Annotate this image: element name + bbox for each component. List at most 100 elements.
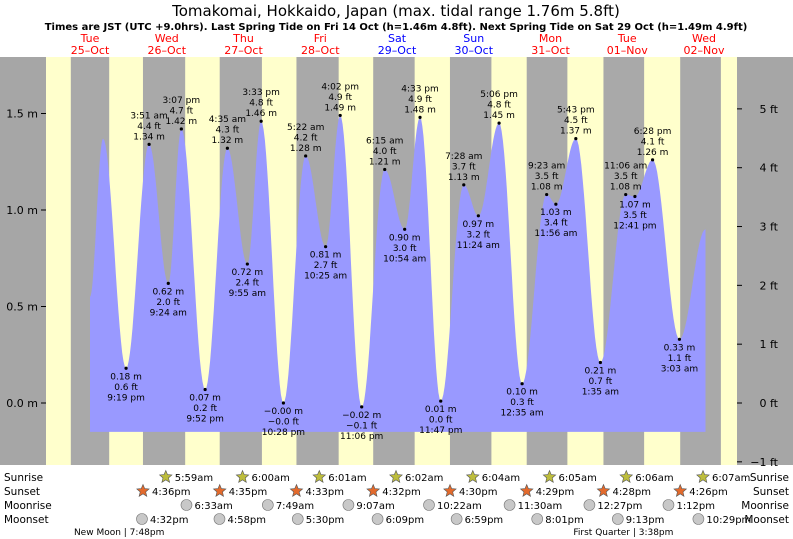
left-side-panel [0,57,46,465]
sunset-time: 4:26pm [689,487,728,498]
tide-meters: 0.81 m [310,251,342,261]
sunrise-time: 6:07am [712,473,750,484]
moonset-icon [692,513,705,525]
row-label-moonset-right: Moonset [744,514,789,526]
sunset-time: 4:35pm [229,487,268,498]
day-date: 30–Oct [454,44,493,57]
row-label-sunset-right: Sunset [753,486,789,498]
moonrise-time: 1:12pm [676,501,715,512]
tide-point [281,401,286,405]
sunset-icon [136,483,150,497]
tide-meters: 0.97 m [463,220,495,230]
tide-meters: 1.21 m [369,157,401,167]
tide-time: 9:23 am [528,162,565,172]
tide-feet: 3.5 ft [614,172,638,182]
sunrise-icon [235,469,250,483]
moonrise-time: 12:27pm [597,501,642,512]
day-name: Sun [463,32,484,45]
chart-subtitle: Times are JST (UTC +9.0hrs). Last Spring… [45,22,748,33]
y-right-tick-label: −1 ft [750,456,778,469]
tide-feet: 4.3 ft [216,126,240,136]
tide-feet: 1.1 ft [668,354,692,364]
sunrise-icon [312,469,327,483]
moonrise-time: 7:49am [276,501,314,512]
tide-point [124,366,128,370]
tide-point [439,399,443,403]
moonrise-icon [583,499,596,511]
tide-feet: 4.5 ft [564,116,588,126]
tide-time: 12:41 pm [613,221,656,231]
moonset-icon [213,513,226,525]
tide-feet: −0.0 ft [268,418,300,428]
y-left-tick-label: 1.5 m [6,108,38,121]
tide-point [545,192,549,197]
moonrise-icon [503,499,516,511]
tide-point [520,382,524,386]
tide-time: 6:15 am [366,136,403,146]
tide-feet: 2.7 ft [314,261,338,271]
sunrise-time: 6:02am [405,473,443,484]
day-headers: Tue25–OctWed26–OctThu27–OctFri28–OctSat2… [71,32,725,57]
tide-meters: 0.62 m [152,287,184,297]
tide-point [462,183,466,187]
tide-meters: 0.07 m [189,393,221,403]
tide-meters: −0.02 m [342,411,381,421]
tide-meters: 1.48 m [404,105,436,115]
tide-meters: 0.01 m [425,405,457,415]
sunrise-icon [389,469,403,483]
moonset-icon [612,513,624,525]
tide-point [203,387,207,392]
tide-feet: 4.9 ft [408,95,432,105]
moonrise-icon [262,499,274,511]
tide-point [633,194,637,199]
day-name: Fri [314,32,327,45]
y-right-tick-label: 4 ft [760,162,779,175]
tide-meters: 1.28 m [290,144,322,154]
tide-feet: 3.4 ft [544,219,568,229]
y-right-tick-label: 2 ft [760,279,779,292]
tide-time: 1:35 am [582,387,619,397]
moon-phase-label: New Moon | 7:48pm [74,528,164,538]
sunrise-icon [619,469,634,483]
moonrise-time: 6:33am [194,501,232,512]
tide-point [476,214,480,218]
row-label-moonrise-left: Moonrise [4,500,52,512]
tide-time: 7:28 am [445,152,482,162]
moonrise-time: 10:22am [437,501,482,512]
tide-meters: 0.72 m [232,268,264,278]
day-name: Wed [692,32,716,45]
day-date: 28–Oct [301,44,340,57]
tide-meters: 1.13 m [448,173,480,183]
tide-point [574,136,578,141]
sunrise-time: 5:59am [175,473,213,484]
tide-area [90,115,706,432]
y-left-tick-label: 0.5 m [6,301,38,314]
day-date: 25–Oct [71,44,110,57]
tide-feet: 0.3 ft [510,398,534,408]
tide-meters: 0.18 m [110,372,142,382]
moonrise-time: 11:30am [518,501,563,512]
tide-time: 3:07 pm [163,96,201,106]
tide-meters: 0.10 m [506,388,538,398]
tide-time: 5:22 am [287,123,324,133]
tide-point [418,115,422,119]
tide-feet: 3.2 ft [466,230,490,240]
tide-labels: 0.18 m0.6 ft9:19 pm 3:51 am4.4 ft1.34 m 0.… [107,82,698,441]
tide-meters: 0.21 m [585,366,617,376]
tide-feet: 2.0 ft [156,298,180,308]
tide-feet: 2.4 ft [235,279,259,289]
sunset-time: 4:33pm [305,487,344,498]
moonrise-icon [423,499,435,511]
moonrise-icon [342,499,355,511]
tide-meters: 1.45 m [483,111,515,121]
moonset-icon [450,513,463,525]
moonset-time: 9:13pm [626,515,665,526]
sunrise-time: 6:06am [635,473,673,484]
moonset-icon [371,513,384,525]
tide-time: 9:24 am [150,308,187,318]
sunset-icon [366,483,381,497]
sunrise-time: 6:05am [559,473,597,484]
day-name: Wed [155,32,179,45]
tide-time: 3:51 am [130,111,167,121]
